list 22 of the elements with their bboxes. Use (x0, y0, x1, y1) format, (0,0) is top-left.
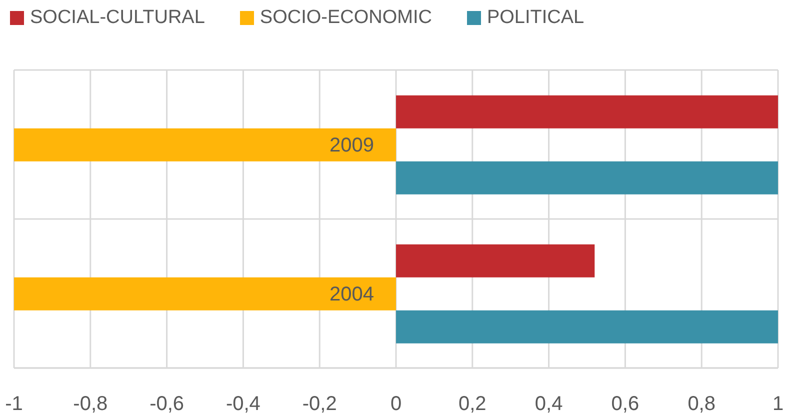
x-tick-label: -0,4 (226, 393, 260, 416)
bar (396, 95, 778, 128)
legend-label: SOCIO-ECONOMIC (260, 6, 432, 30)
legend-label: POLITICAL (486, 6, 584, 30)
x-tick-label: -1 (5, 393, 23, 416)
legend-label: SOCIAL-CULTURAL (30, 6, 205, 30)
x-tick-label: 0,4 (534, 393, 563, 416)
x-tick-label: -0,8 (73, 393, 108, 416)
x-tick-label: 0,6 (611, 393, 640, 416)
y-tick-label: 2004 (330, 284, 374, 306)
y-tick-label: 2009 (330, 134, 374, 156)
x-tick-label: 0 (390, 393, 402, 416)
bar (14, 277, 396, 310)
x-tick-label: 0,8 (688, 393, 716, 416)
x-tick-label: -0,2 (302, 393, 337, 416)
bar (14, 128, 396, 162)
x-tick-label: -0,6 (150, 393, 184, 416)
x-tick-label: 1 (772, 393, 784, 416)
bar (396, 161, 778, 194)
x-tick-label: 0,2 (458, 393, 486, 416)
bar (396, 310, 778, 344)
bar (396, 244, 595, 278)
